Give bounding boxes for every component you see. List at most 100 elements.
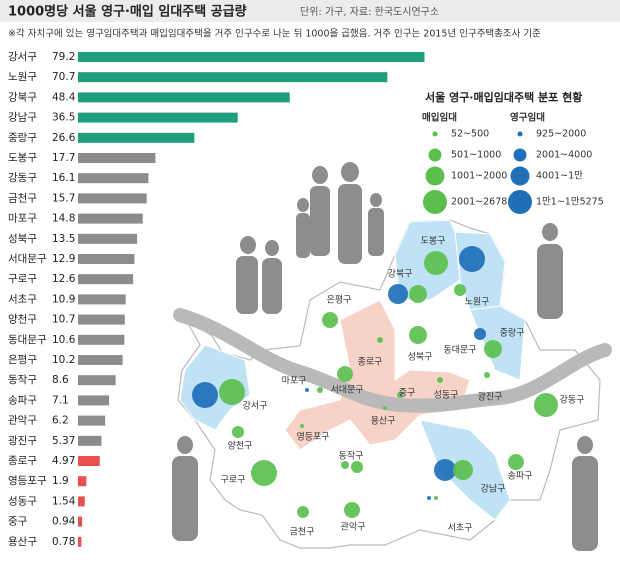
bubble — [534, 393, 558, 417]
bubble — [427, 496, 431, 500]
bubble — [434, 459, 456, 481]
bar — [78, 435, 102, 446]
legend-label: 1만1~1만5275 — [536, 197, 604, 208]
category-label: 서초구 — [8, 293, 37, 305]
legend-label: 925~2000 — [536, 129, 586, 140]
legend-swatch — [508, 190, 532, 214]
bar — [78, 274, 134, 285]
bar — [78, 72, 388, 83]
category-label: 동대문구 — [8, 334, 47, 346]
category-label: 성북구 — [8, 233, 37, 245]
bar — [78, 456, 100, 466]
legend-label: 4001~1만 — [536, 171, 583, 182]
bar — [78, 476, 87, 487]
legend-label: 2001~2678 — [451, 197, 507, 208]
district-label: 관악구 — [341, 521, 366, 533]
bubble — [388, 284, 408, 304]
district-label: 노원구 — [465, 297, 490, 308]
district-label: 송파구 — [508, 471, 533, 482]
district-label: 광진구 — [478, 391, 503, 403]
value-label: 1.9 — [52, 475, 69, 487]
bubble — [434, 496, 438, 500]
bubble — [453, 460, 473, 480]
legend-label: 1001~2000 — [451, 171, 507, 182]
category-label: 구로구 — [8, 273, 37, 285]
category-label: 동작구 — [8, 374, 37, 386]
district-label: 강동구 — [560, 395, 585, 406]
bubble — [474, 328, 486, 340]
legend-swatch — [513, 148, 527, 162]
legend-title: 매입임대 — [422, 112, 457, 124]
bar — [78, 395, 110, 406]
district-label: 종로구 — [358, 357, 383, 368]
bubble — [337, 366, 353, 382]
district-label: 서초구 — [448, 523, 473, 534]
category-label: 금천구 — [8, 192, 37, 204]
note: ※각 자치구에 있는 영구임대주택과 매입임대주택을 거주 인구수로 나눈 뒤 … — [8, 28, 541, 40]
bubble — [192, 382, 218, 408]
bubble — [409, 285, 427, 303]
value-label: 12.9 — [52, 253, 75, 265]
category-label: 광진구 — [8, 435, 37, 447]
bubble — [484, 372, 490, 378]
district-label: 강서구 — [243, 401, 268, 412]
bar — [78, 355, 123, 365]
bar — [78, 173, 149, 184]
bar — [78, 132, 195, 143]
bubble — [409, 326, 427, 344]
bar — [78, 52, 425, 62]
value-label: 48.4 — [52, 91, 76, 103]
category-label: 서대문구 — [8, 253, 47, 265]
bar — [78, 375, 116, 386]
bubble — [317, 387, 323, 393]
bar — [78, 254, 135, 264]
bar — [78, 153, 156, 163]
bubble — [454, 284, 466, 296]
district-label: 성동구 — [434, 390, 459, 401]
legend-swatch — [510, 166, 530, 186]
value-label: 0.94 — [52, 516, 76, 528]
category-label: 강서구 — [8, 51, 37, 63]
district-label: 서대문구 — [330, 385, 363, 396]
bubble — [397, 392, 403, 398]
bar — [78, 496, 85, 507]
district-label: 마포구 — [282, 376, 307, 387]
category-label: 관악구 — [8, 415, 37, 427]
legend-swatch — [432, 131, 438, 137]
value-label: 8.6 — [52, 374, 69, 386]
district-label: 동대문구 — [443, 345, 476, 356]
bubble — [459, 246, 485, 272]
bubble — [300, 424, 304, 428]
legend-swatch — [517, 131, 523, 137]
value-label: 10.9 — [52, 293, 75, 305]
chart-title: 1000명당 서울 영구·매입 임대주택 공급량 — [8, 4, 247, 20]
legend-title: 영구임대 — [510, 112, 545, 124]
legend-swatch — [428, 148, 442, 162]
category-label: 중구 — [8, 516, 28, 528]
value-label: 10.2 — [52, 354, 75, 366]
bubble — [437, 377, 443, 383]
category-label: 중랑구 — [8, 132, 37, 144]
district-label: 강북구 — [388, 269, 413, 280]
bubble — [341, 461, 349, 469]
district-label: 은평구 — [327, 295, 352, 306]
category-label: 강남구 — [8, 112, 37, 124]
bubble — [424, 251, 448, 275]
category-label: 강북구 — [8, 91, 37, 103]
value-label: 79.2 — [52, 51, 75, 63]
district-label: 중랑구 — [500, 327, 525, 339]
district-label: 동작구 — [339, 451, 364, 462]
value-label: 5.37 — [52, 435, 75, 447]
bubble — [297, 506, 309, 518]
value-label: 15.7 — [52, 192, 75, 204]
bar — [78, 314, 125, 325]
bubble — [322, 312, 338, 328]
bar — [78, 193, 147, 204]
category-label: 강동구 — [8, 172, 37, 184]
category-label: 마포구 — [8, 213, 37, 225]
title-bar — [0, 0, 620, 22]
value-label: 7.1 — [52, 394, 69, 406]
subtitle: 단위: 가구, 자료: 한국도시연구소 — [300, 5, 439, 18]
value-label: 70.7 — [52, 71, 75, 83]
